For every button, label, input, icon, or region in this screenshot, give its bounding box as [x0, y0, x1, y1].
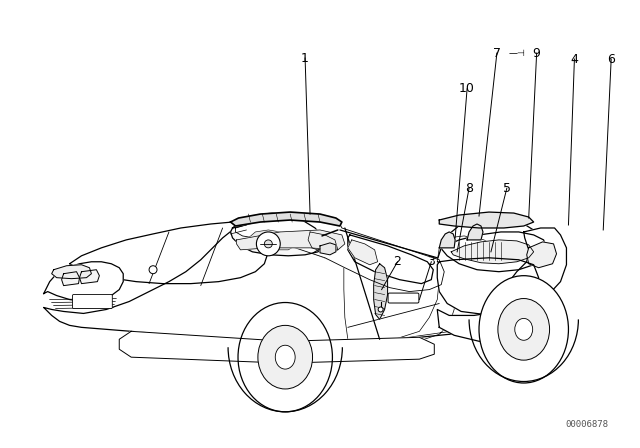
Text: —⊣: —⊣ [509, 48, 525, 57]
Text: 3: 3 [428, 255, 435, 268]
Polygon shape [70, 222, 268, 284]
Ellipse shape [258, 325, 312, 389]
Polygon shape [437, 258, 539, 314]
Polygon shape [374, 264, 388, 319]
Polygon shape [236, 215, 444, 292]
Polygon shape [308, 232, 338, 254]
Polygon shape [348, 240, 378, 265]
Text: 7: 7 [493, 47, 501, 60]
Polygon shape [61, 271, 79, 286]
Polygon shape [119, 332, 435, 363]
Circle shape [378, 307, 383, 312]
Circle shape [257, 232, 280, 256]
Polygon shape [320, 243, 336, 255]
Text: 10: 10 [459, 82, 475, 95]
Polygon shape [230, 213, 325, 256]
Polygon shape [79, 270, 99, 284]
FancyBboxPatch shape [388, 293, 419, 303]
Text: 9: 9 [532, 47, 541, 60]
Polygon shape [527, 242, 557, 268]
Polygon shape [348, 235, 433, 284]
Polygon shape [248, 230, 295, 250]
Text: 1: 1 [301, 52, 309, 65]
Polygon shape [467, 224, 483, 240]
Polygon shape [439, 232, 455, 248]
Text: 00006878: 00006878 [565, 420, 608, 429]
Ellipse shape [515, 319, 532, 340]
Ellipse shape [479, 276, 568, 383]
Polygon shape [52, 265, 92, 279]
Circle shape [149, 266, 157, 274]
Text: 4: 4 [570, 52, 579, 65]
Text: 2: 2 [394, 255, 401, 268]
FancyBboxPatch shape [72, 294, 112, 309]
Polygon shape [439, 212, 534, 228]
Polygon shape [344, 232, 439, 341]
Polygon shape [504, 228, 566, 307]
Polygon shape [44, 216, 547, 341]
Polygon shape [451, 240, 534, 264]
Text: 6: 6 [607, 52, 615, 65]
Ellipse shape [238, 302, 332, 412]
Circle shape [264, 240, 272, 248]
Ellipse shape [275, 345, 295, 369]
Text: 8: 8 [465, 182, 473, 195]
Polygon shape [394, 236, 521, 341]
Polygon shape [44, 262, 124, 302]
Polygon shape [237, 230, 345, 250]
Polygon shape [230, 212, 342, 226]
Polygon shape [441, 232, 547, 271]
Polygon shape [437, 307, 559, 343]
Text: 5: 5 [503, 182, 511, 195]
Ellipse shape [498, 298, 550, 360]
